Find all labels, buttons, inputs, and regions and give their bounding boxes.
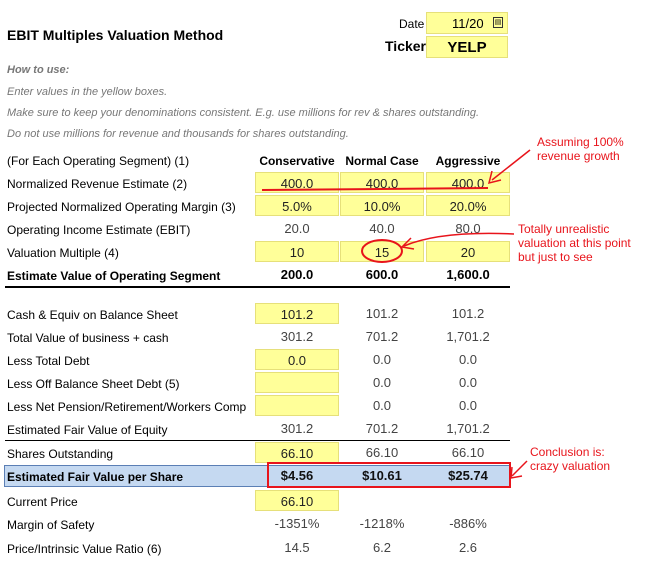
unrealistic-annotation-line-3: but just to see [518, 250, 593, 264]
revenue-normal-input[interactable]: 400.0 [340, 172, 424, 193]
pv-conservative: 14.5 [284, 540, 310, 555]
note-line-3: Do not use millions for revenue and thou… [7, 128, 349, 140]
date-field[interactable]: 11/20 ▤ [426, 12, 508, 34]
conclusion-arrowhead [510, 466, 523, 479]
conclusion-annotation-line-1: Conclusion is: [530, 445, 605, 459]
multiple-aggressive-input[interactable]: 20 [426, 241, 510, 262]
growth-annotation-line-1: Assuming 100% [537, 135, 624, 149]
pv-aggressive: 2.6 [458, 540, 478, 555]
col-aggressive: Aggressive [435, 154, 501, 168]
row-label-multiple: Valuation Multiple (4) [7, 246, 119, 260]
row-label-cash: Cash & Equiv on Balance Sheet [7, 308, 178, 322]
equity-aggressive: 1,701.2 [446, 421, 490, 436]
unrealistic-annotation-line-2: valuation at this point [518, 236, 631, 250]
pension-aggressive: 0.0 [458, 398, 478, 413]
ebit-conservative: 20.0 [284, 221, 310, 236]
row-label-ebit: Operating Income Estimate (EBIT) [7, 223, 191, 237]
total-value-normal: 701.2 [365, 329, 399, 344]
mos-aggressive: -886% [449, 516, 487, 531]
fv-share-normal: $10.61 [362, 468, 402, 483]
growth-arrow-line [491, 149, 531, 181]
note-line-1: Enter values in the yellow boxes. [7, 86, 168, 98]
shares-normal: 66.10 [365, 445, 399, 460]
segment-value-conservative: 200.0 [280, 267, 314, 282]
unrealistic-annotation-line-1: Totally unrealistic [518, 222, 610, 236]
fv-highlight-box [267, 462, 511, 488]
unrealistic-annotation: Totally unrealistic valuation at this po… [518, 222, 631, 264]
segment-value-normal: 600.0 [365, 267, 399, 282]
shares-aggressive: 66.10 [451, 445, 485, 460]
ticker-value: YELP [447, 39, 487, 56]
margin-normal-input[interactable]: 10.0% [340, 195, 424, 216]
row-label-margin: Projected Normalized Operating Margin (3… [7, 200, 236, 214]
col-conservative: Conservative [259, 154, 335, 168]
segment-value-aggressive: 1,600.0 [446, 267, 490, 282]
margin-aggressive-input[interactable]: 20.0% [426, 195, 510, 216]
row-label-debt: Less Total Debt [7, 354, 90, 368]
row-label-revenue: Normalized Revenue Estimate (2) [7, 177, 188, 191]
page-title: EBIT Multiples Valuation Method [7, 27, 224, 43]
row-label-price: Current Price [7, 495, 78, 509]
conclusion-annotation: Conclusion is: crazy valuation [530, 445, 610, 473]
multiple-conservative-input[interactable]: 10 [255, 241, 339, 262]
growth-arrowhead [487, 170, 502, 185]
unrealistic-arrow-line [403, 232, 515, 247]
row-label-segment-value: Estimate Value of Operating Segment [7, 269, 221, 283]
conclusion-arrow-line [511, 460, 528, 477]
pension-conservative-input[interactable] [255, 395, 339, 416]
mos-conservative: -1351% [274, 516, 320, 531]
price-input[interactable]: 66.10 [255, 490, 339, 511]
total-value-aggressive: 1,701.2 [446, 329, 490, 344]
row-label-pv: Price/Intrinsic Value Ratio (6) [7, 542, 162, 556]
col-normal: Normal Case [345, 154, 419, 168]
multiple-circle [361, 239, 403, 263]
how-to-use-heading: How to use: [7, 64, 70, 76]
off-bs-debt-aggressive: 0.0 [458, 375, 478, 390]
row-label-shares: Shares Outstanding [7, 447, 114, 461]
debt-normal: 0.0 [372, 352, 392, 367]
pv-normal: 6.2 [372, 540, 392, 555]
ebit-aggressive: 80.0 [455, 221, 481, 236]
segment-divider [5, 286, 510, 288]
segment-label: (For Each Operating Segment) (1) [7, 154, 190, 168]
fv-share-conservative: $4.56 [280, 468, 314, 483]
equity-normal: 701.2 [365, 421, 399, 436]
revenue-conservative-input[interactable]: 400.0 [255, 172, 339, 193]
total-value-conservative: 301.2 [280, 329, 314, 344]
debt-aggressive: 0.0 [458, 352, 478, 367]
debt-conservative-input[interactable]: 0.0 [255, 349, 339, 370]
date-label: Date [399, 17, 425, 31]
row-label-total-value: Total Value of business + cash [7, 331, 169, 345]
mos-normal: -1218% [359, 516, 405, 531]
row-label-off-bs-debt: Less Off Balance Sheet Debt (5) [7, 377, 180, 391]
equity-divider [5, 440, 510, 441]
row-label-fv-share: Estimated Fair Value per Share [7, 470, 184, 484]
growth-annotation: Assuming 100% revenue growth [537, 135, 624, 163]
conclusion-annotation-line-2: crazy valuation [530, 459, 611, 473]
row-label-mos: Margin of Safety [7, 518, 95, 532]
note-line-2: Make sure to keep your denominations con… [7, 107, 480, 119]
growth-annotation-line-2: revenue growth [537, 149, 620, 163]
off-bs-debt-normal: 0.0 [372, 375, 392, 390]
ebit-normal: 40.0 [369, 221, 395, 236]
equity-conservative: 301.2 [280, 421, 314, 436]
revenue-strike-line [261, 187, 489, 191]
row-label-equity: Estimated Fair Value of Equity [7, 423, 168, 437]
margin-conservative-input[interactable]: 5.0% [255, 195, 339, 216]
ticker-label: Ticker [385, 38, 426, 54]
date-value: 11/20 [452, 16, 484, 31]
unrealistic-arrowhead [400, 237, 415, 250]
pension-normal: 0.0 [372, 398, 392, 413]
ticker-field[interactable]: YELP [426, 36, 508, 58]
row-label-pension: Less Net Pension/Retirement/Workers Comp [7, 400, 247, 414]
cash-aggressive: 101.2 [451, 306, 485, 321]
fv-share-aggressive: $25.74 [448, 468, 488, 483]
cash-conservative-input[interactable]: 101.2 [255, 303, 339, 324]
calendar-icon[interactable]: ▤ [493, 17, 503, 28]
cash-normal: 101.2 [365, 306, 399, 321]
off-bs-debt-conservative-input[interactable] [255, 372, 339, 393]
